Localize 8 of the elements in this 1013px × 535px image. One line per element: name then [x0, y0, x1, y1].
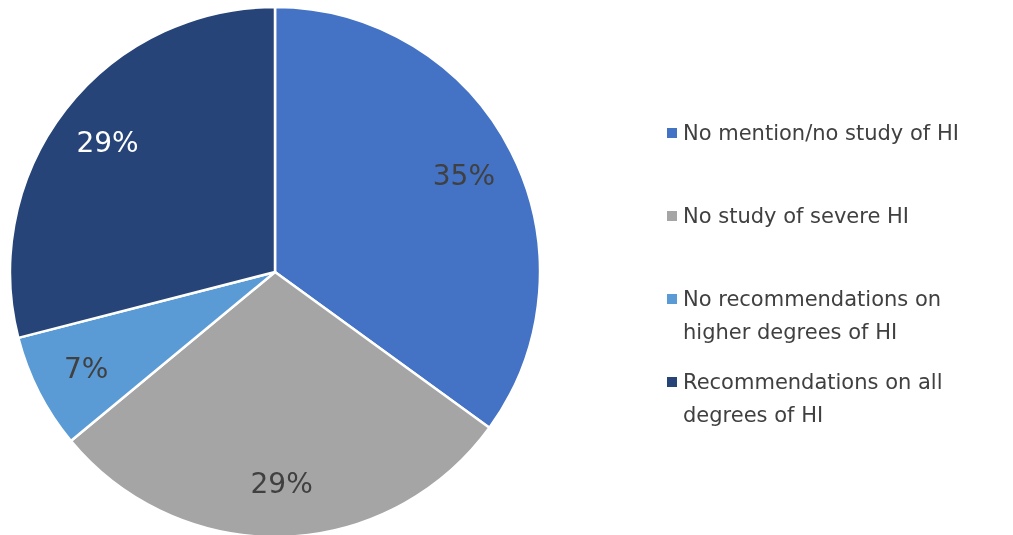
data-label: 7%: [63, 351, 109, 385]
data-label: 29%: [76, 125, 139, 159]
data-label: 35%: [432, 159, 496, 193]
legend-label: No recommendations on higher degrees of HI: [683, 287, 942, 344]
legend-label: No mention/no study of HI: [683, 121, 959, 145]
data-label: 29%: [250, 467, 313, 501]
legend-label: No study of severe HI: [683, 204, 910, 228]
legend-label: Recommendations on all degrees of HI: [683, 370, 943, 427]
